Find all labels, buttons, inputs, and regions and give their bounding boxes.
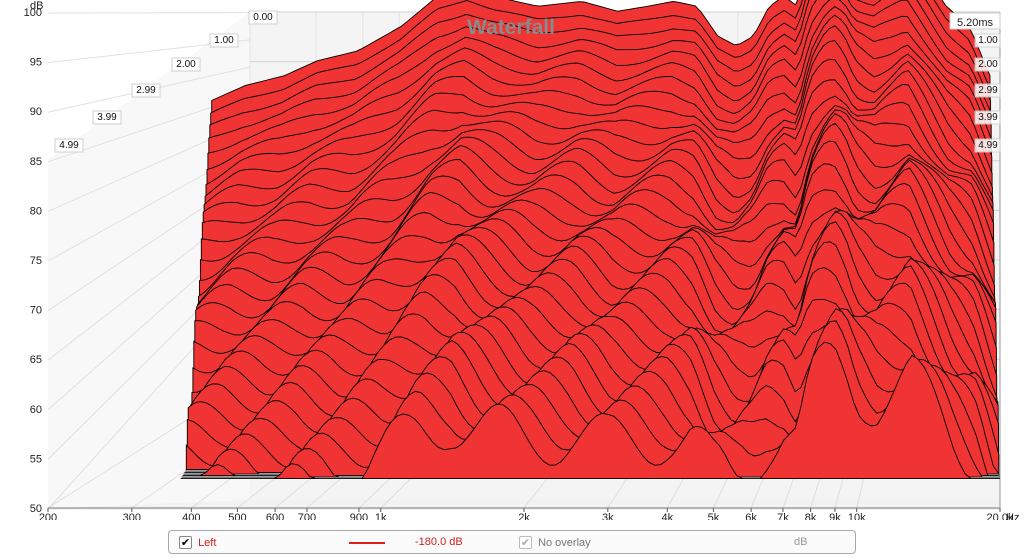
time-max-text: 5.20ms: [957, 17, 994, 29]
time-label-box-right: [974, 33, 1001, 48]
time-label-left: 2.99: [136, 85, 156, 96]
time-label-left: 2.00: [176, 59, 196, 70]
x-axis-unit-label: Hz: [1006, 512, 1019, 520]
time-label-box: [131, 83, 161, 98]
x-axis: 200 300 400 500 600 700 900 1k 2k 3k 4k 5k 6k 7k 8k 9k 1…: [39, 12, 1014, 520]
y-tick-label: 65: [30, 354, 42, 366]
channel-label: Left: [198, 537, 217, 549]
time-label-box: [248, 10, 278, 25]
x-tick-label: 1k: [375, 512, 387, 520]
time-label-left: 3.99: [97, 112, 117, 123]
overlay-unit: dB: [794, 536, 808, 548]
y-tick-label: 70: [30, 305, 42, 317]
time-label-box: [171, 57, 201, 72]
x-tick-label: 400: [182, 512, 200, 520]
waterfall-slice: [180, 341, 1000, 480]
overlay-label: No overlay: [538, 537, 591, 549]
y-axis: 50 55 60 65 70 75 80 85 90 95 100: [24, 7, 42, 515]
time-label-right: 3.99: [978, 112, 998, 123]
y-tick-label: 85: [30, 156, 42, 168]
y-tick-label: 75: [30, 255, 42, 267]
time-label-box: [209, 33, 239, 48]
x-tick-label: 9k: [829, 512, 841, 520]
x-tick-label: 2k: [518, 512, 530, 520]
overlay-checkbox[interactable]: ✔: [519, 536, 532, 549]
time-axis-right: 1.00 2.00 2.99 3.99 4.99: [974, 33, 1001, 153]
x-tick-label: 7k: [777, 512, 789, 520]
y-axis-unit-label: dB: [30, 0, 43, 12]
x-tick-label: 200: [39, 512, 57, 520]
time-label-left: 1.00: [214, 35, 234, 46]
y-tick-label: 95: [30, 57, 42, 69]
y-tick-label: 90: [30, 106, 42, 118]
time-axis-left: 0.00 1.00 2.00 2.99 3.99 4.99: [54, 10, 278, 153]
time-label-box: [54, 138, 84, 153]
x-tick-label: 10k: [848, 512, 866, 520]
time-label-box-right: [974, 57, 1001, 72]
x-tick-label: 3k: [602, 512, 614, 520]
y-tick-label: 100: [24, 7, 42, 19]
channel-line-swatch: [349, 542, 385, 544]
x-tick-label: 6k: [745, 512, 757, 520]
x-tick-label: 900: [350, 512, 368, 520]
x-tick-label: 300: [123, 512, 141, 520]
channel-checkbox[interactable]: ✔: [179, 536, 192, 549]
y-tick-label: 80: [30, 205, 42, 217]
time-label-box-right: [974, 83, 1001, 98]
x-tick-label: 8k: [805, 512, 817, 520]
y-tick-label: 50: [30, 503, 42, 515]
x-tick-label: 20.0k: [987, 512, 1014, 520]
time-label-left: 4.99: [59, 140, 79, 151]
x-tick-label: 500: [228, 512, 246, 520]
level-readout: -180.0 dB: [415, 536, 463, 548]
time-label-box: [92, 110, 122, 125]
y-tick-label: 60: [30, 404, 42, 416]
y-tick-label: 55: [30, 453, 42, 465]
x-tick-label: 4k: [661, 512, 673, 520]
time-label-right: 2.99: [978, 85, 998, 96]
channel-toggle[interactable]: ✔ Left: [179, 536, 216, 549]
time-label-box-right: [974, 138, 1001, 153]
x-tick-label: 5k: [708, 512, 720, 520]
time-label-right: 1.00: [978, 35, 998, 46]
waterfall-slices: [180, 0, 1000, 480]
waterfall-chart: 50 55 60 65 70 75 80 85 90 95 100 200 300 400 500 600 7…: [24, 0, 1019, 520]
x-tick-label: 700: [298, 512, 316, 520]
time-label-right: 2.00: [978, 59, 998, 70]
time-label-right: 4.99: [978, 140, 998, 151]
chart-title: Waterfall: [467, 16, 555, 39]
legend-bar: ✔ Left -180.0 dB ✔ No overlay dB: [168, 530, 856, 554]
time-label-left: 0.00: [253, 12, 273, 23]
overlay-toggle[interactable]: ✔ No overlay: [519, 536, 591, 549]
time-max-label: 5.20ms: [949, 12, 1001, 30]
x-tick-label: 600: [266, 512, 284, 520]
time-label-box-right: [974, 110, 1001, 125]
